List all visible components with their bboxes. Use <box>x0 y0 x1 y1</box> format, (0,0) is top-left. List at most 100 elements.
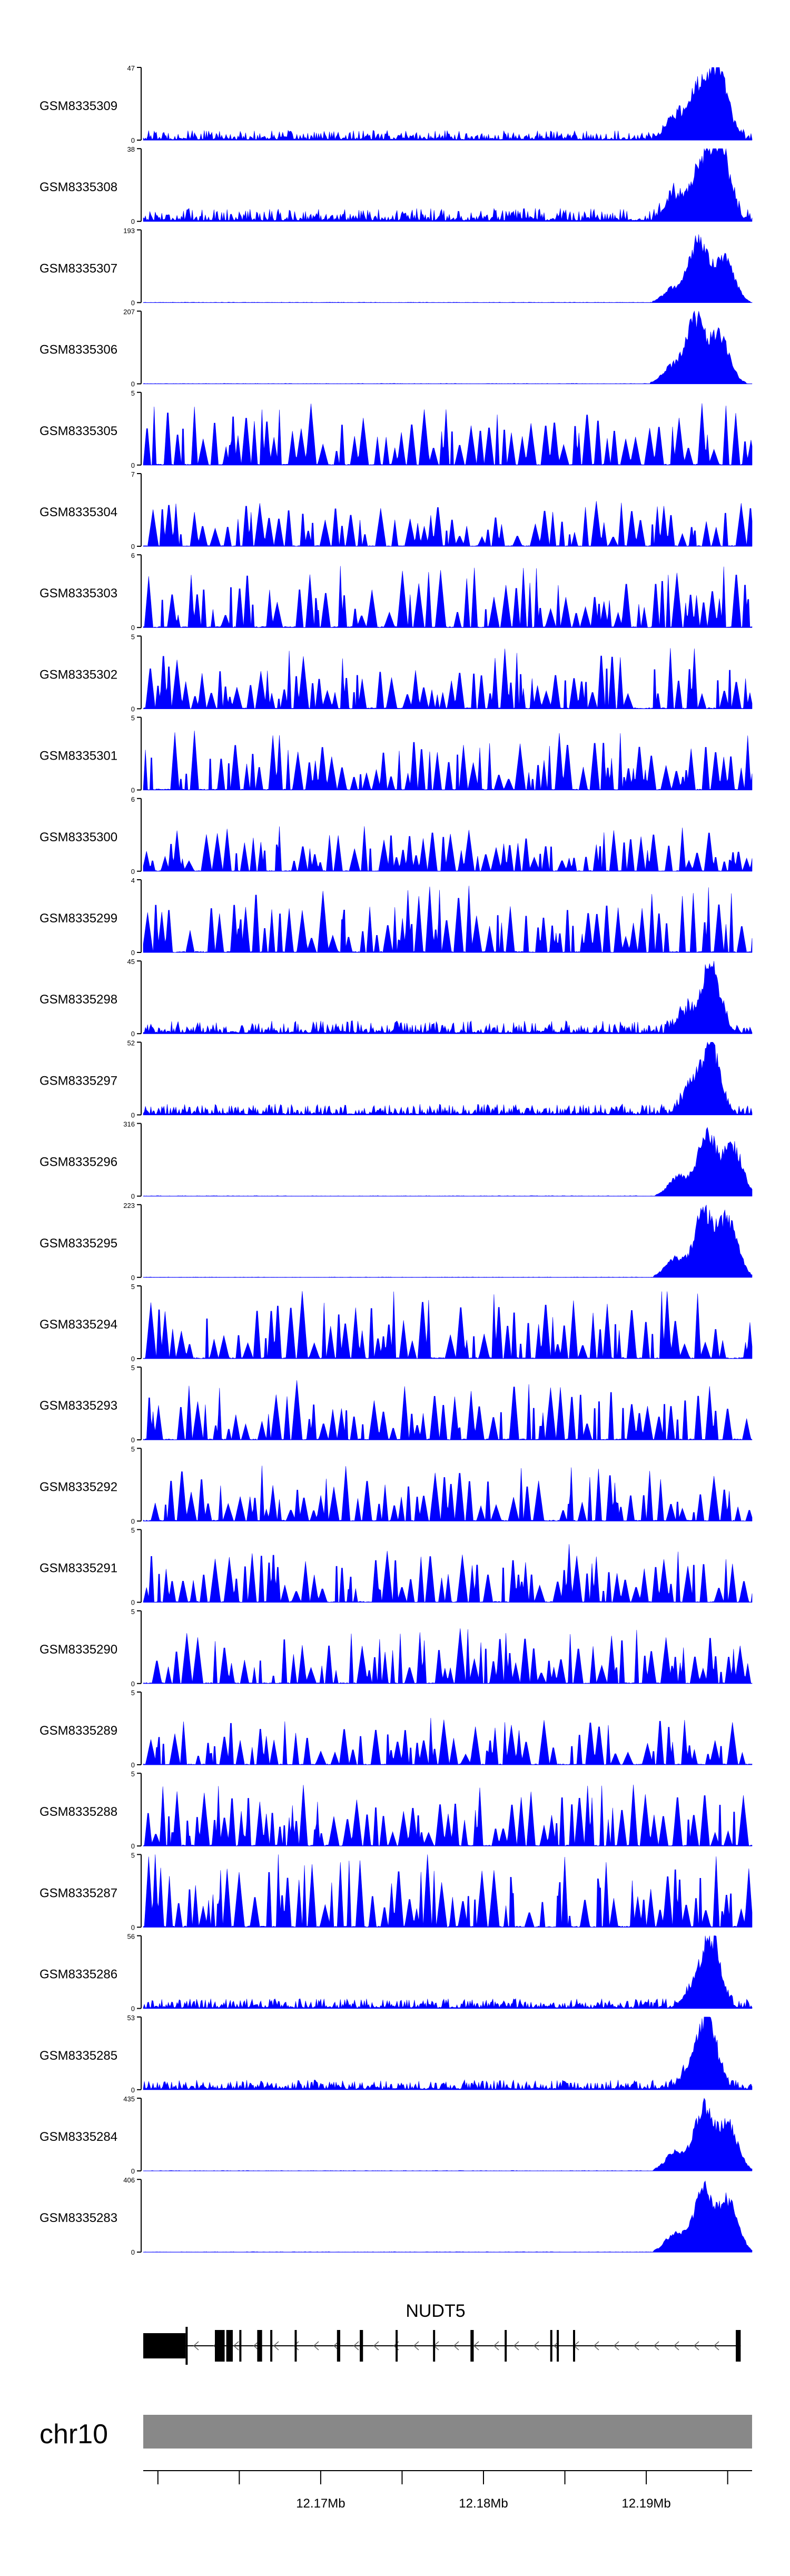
track-sample-label: GSM8335301 <box>39 749 117 763</box>
track-y-axis: 50 <box>131 1608 142 1688</box>
track-ymax-label: 7 <box>131 470 135 478</box>
track-ymax-label: 223 <box>123 1202 135 1210</box>
track-y-axis: 223 0 <box>123 1202 142 1282</box>
track-GSM8335295: GSM8335295 223 0 <box>39 1202 753 1282</box>
track-ymin-label: 0 <box>131 1517 135 1525</box>
track-coverage-area <box>143 403 753 466</box>
track-sample-label: GSM8335300 <box>39 830 117 844</box>
gene-exon <box>185 2327 188 2365</box>
track-ymin-label: 0 <box>131 1436 135 1444</box>
track-ymin-label: 0 <box>131 380 135 388</box>
track-ymin-label: 0 <box>131 218 135 225</box>
track-ymax-label: 53 <box>127 2014 135 2022</box>
strand-arrow-icon <box>413 2341 419 2351</box>
track-ymin-label: 0 <box>131 786 135 794</box>
track-sample-label: GSM8335292 <box>39 1480 117 1494</box>
track-ymin-label: 0 <box>131 461 135 469</box>
track-coverage-area <box>143 1205 753 1278</box>
track-ymax-label: 316 <box>123 1120 135 1128</box>
track-coverage-area <box>143 886 753 953</box>
track-y-axis: 435 0 <box>123 2095 142 2175</box>
genomic-axis-tick-label: 12.19Mb <box>621 2496 670 2511</box>
track-y-axis: 70 <box>131 470 142 550</box>
track-ymax-label: 5 <box>131 1608 135 1616</box>
track-ymin-label: 0 <box>131 2167 135 2175</box>
track-y-axis: 52 0 <box>127 1039 142 1119</box>
track-GSM8335286: GSM8335286 56 0 <box>39 1933 753 2013</box>
track-ymax-label: 5 <box>131 714 135 722</box>
track-y-axis: 60 <box>131 552 142 632</box>
track-ymax-label: 5 <box>131 633 135 641</box>
track-sample-label: GSM8335296 <box>39 1155 117 1169</box>
strand-arrow-icon <box>253 2341 259 2351</box>
gene-name-label: NUDT5 <box>406 2301 465 2321</box>
strand-arrow-icon <box>693 2341 699 2351</box>
track-y-axis: 50 <box>131 714 142 794</box>
track-y-axis: 40 <box>131 877 142 957</box>
strand-arrow-icon <box>533 2341 539 2351</box>
track-sample-label: GSM8335287 <box>39 1886 117 1900</box>
strand-arrow-icon <box>453 2341 459 2351</box>
gene-exon <box>226 2330 233 2362</box>
track-coverage-area <box>143 730 753 791</box>
track-ymin-label: 0 <box>131 1842 135 1850</box>
track-sample-label: GSM8335309 <box>39 99 117 113</box>
track-sample-label: GSM8335304 <box>39 505 117 519</box>
gene-exon <box>573 2330 575 2362</box>
track-sample-label: GSM8335298 <box>39 992 117 1007</box>
gene-exon <box>360 2330 363 2362</box>
track-y-axis: 316 0 <box>123 1120 142 1201</box>
track-ymin-label: 0 <box>131 1680 135 1688</box>
track-ymin-label: 0 <box>131 1923 135 1931</box>
track-coverage-area <box>143 1718 753 1765</box>
track-ymin-label: 0 <box>131 2086 135 2094</box>
track-ymin-label: 0 <box>131 1111 135 1119</box>
track-sample-label: GSM8335306 <box>39 343 117 357</box>
gene-exon <box>143 2333 186 2358</box>
gene-exon <box>557 2330 559 2362</box>
track-y-axis: 50 <box>131 1283 142 1363</box>
track-coverage-area <box>143 1041 753 1115</box>
strand-arrow-icon <box>373 2341 379 2351</box>
track-y-axis: 50 <box>131 1364 142 1444</box>
track-ymax-label: 47 <box>127 64 135 72</box>
gene-exon <box>396 2330 398 2362</box>
track-coverage-area <box>143 648 753 710</box>
track-sample-label: GSM8335286 <box>39 1968 117 1982</box>
track-coverage-area <box>143 310 753 384</box>
track-coverage-area <box>143 1784 753 1846</box>
track-coverage-area <box>143 2017 753 2090</box>
track-ymin-label: 0 <box>131 868 135 876</box>
track-coverage-area <box>143 1935 753 2009</box>
track-y-axis: 50 <box>131 1770 142 1850</box>
strand-arrow-icon <box>353 2341 359 2351</box>
track-ymin-label: 0 <box>131 2005 135 2013</box>
track-ymax-label: 52 <box>127 1039 135 1047</box>
track-ymin-label: 0 <box>131 543 135 550</box>
track-ymax-label: 5 <box>131 1527 135 1535</box>
track-coverage-area <box>143 148 753 222</box>
track-ymax-label: 6 <box>131 552 135 559</box>
track-sample-label: GSM8335283 <box>39 2211 117 2225</box>
track-y-axis: 53 0 <box>127 2014 142 2094</box>
track-ymax-label: 38 <box>127 145 135 153</box>
track-sample-label: GSM8335305 <box>39 424 117 438</box>
track-GSM8335287: GSM8335287 5 0 <box>39 1851 753 1931</box>
track-ymax-label: 5 <box>131 1851 135 1859</box>
track-ymax-label: 5 <box>131 1689 135 1697</box>
track-ymax-label: 5 <box>131 1770 135 1778</box>
track-GSM8335285: GSM8335285 53 0 <box>39 2014 753 2094</box>
track-coverage-area <box>143 67 753 141</box>
track-y-axis: 50 <box>131 1445 142 1525</box>
track-ymin-label: 0 <box>131 949 135 957</box>
gene-exon <box>470 2330 474 2362</box>
track-GSM8335292: GSM8335292 50 <box>39 1445 753 1525</box>
track-ymin-label: 0 <box>131 2248 135 2256</box>
track-coverage-area <box>143 1544 753 1603</box>
